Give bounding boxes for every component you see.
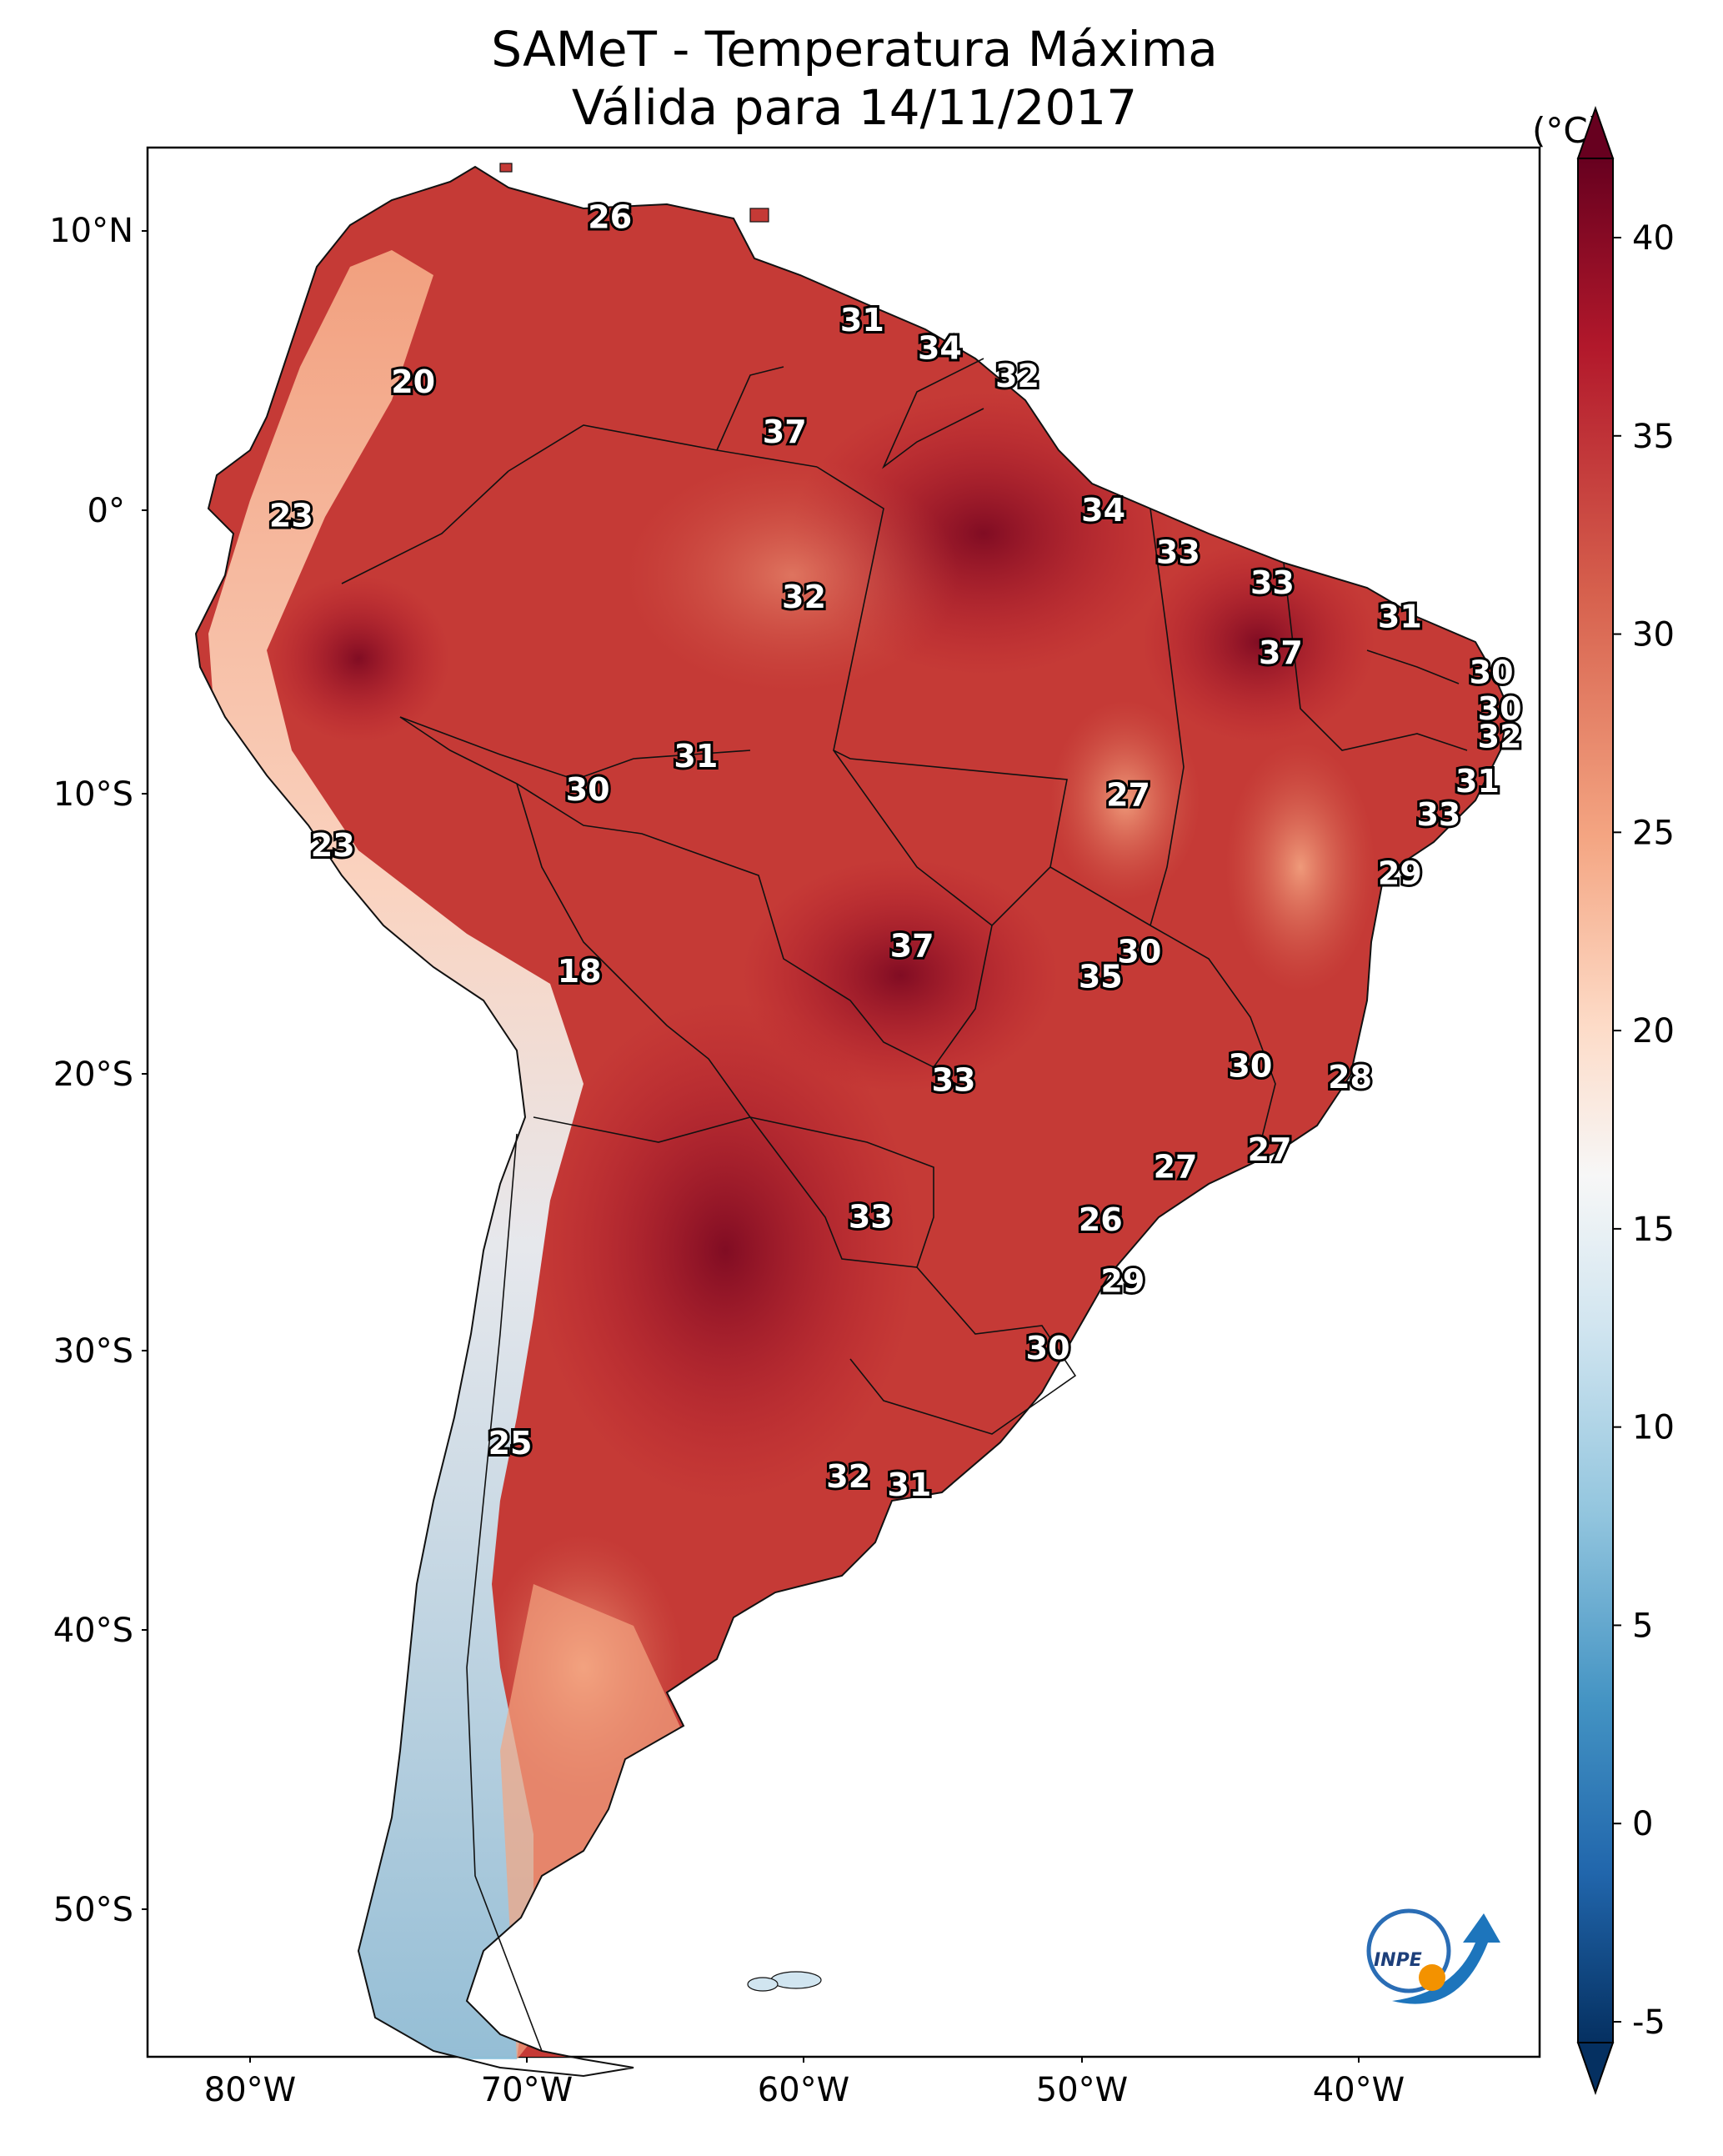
longitude-axis: 80°W 70°W 60°W 50°W 40°W (204, 2057, 1405, 2109)
map-title-line2: Válida para 14/11/2017 (571, 79, 1138, 136)
lat-tick-50s: 50°S (53, 1891, 148, 1929)
station-label: 31 (674, 738, 718, 775)
islands (499, 163, 822, 1992)
station-label: 30 (1228, 1048, 1272, 1085)
station-label: 30 (1026, 1330, 1070, 1366)
colorbar: 40 35 30 25 20 15 10 5 0 -5 (1576, 105, 1675, 2096)
lon-tick-50w: 50°W (1036, 2057, 1128, 2109)
station-label: 35 (1079, 958, 1123, 995)
lon-label-80w: 80°W (204, 2071, 296, 2109)
station-label: 30 (566, 771, 610, 808)
lat-label-0: 0° (88, 492, 125, 530)
lat-label-30s: 30°S (53, 1332, 133, 1371)
logo-text: INPE (1374, 1950, 1422, 1971)
station-label: 27 (1248, 1131, 1292, 1168)
lat-label-10s: 10°S (53, 775, 133, 814)
logo-arrow-icon (1392, 1913, 1500, 2004)
station-label: 18 (558, 953, 602, 990)
country-borders (341, 358, 1468, 2052)
lat-label-50s: 50°S (53, 1891, 133, 1929)
lon-tick-80w: 80°W (204, 2057, 296, 2109)
logo-sun-icon (1419, 1964, 1445, 1991)
station-label: 33 (849, 1199, 893, 1236)
lat-tick-20s: 20°S (53, 1055, 148, 1094)
station-label: 33 (1416, 796, 1460, 833)
station-label: 32 (826, 1458, 870, 1495)
lat-tick-40s: 40°S (53, 1612, 148, 1650)
station-label: 30 (1470, 654, 1514, 690)
lon-label-70w: 70°W (481, 2071, 573, 2109)
station-label: 27 (1154, 1148, 1198, 1185)
station-label: 29 (1100, 1263, 1144, 1300)
colorbar-tick-label: 35 (1632, 418, 1675, 456)
colorbar-tick-label: 10 (1632, 1409, 1675, 1447)
station-label: 31 (840, 302, 884, 338)
inpe-logo: INPE (1366, 1908, 1500, 2004)
station-label: 20 (391, 364, 435, 400)
station-label: 31 (1455, 763, 1500, 800)
station-label: 27 (1106, 777, 1150, 814)
logo-orbit-icon (1366, 1908, 1451, 1993)
station-label: 34 (1081, 492, 1125, 529)
lon-label-40w: 40°W (1313, 2071, 1405, 2109)
station-label: 33 (932, 1061, 976, 1098)
station-label: 34 (918, 330, 962, 367)
station-label: 37 (1259, 634, 1303, 671)
station-label: 25 (488, 1425, 533, 1462)
station-label: 33 (1156, 534, 1200, 570)
station-label: 32 (995, 358, 1039, 394)
lon-tick-70w: 70°W (481, 2057, 573, 2109)
station-label: 32 (782, 579, 826, 615)
lat-tick-10s: 10°S (53, 775, 148, 814)
lat-tick-10n: 10°N (49, 212, 148, 250)
colorbar-ticks: 40 35 30 25 20 15 10 5 0 -5 (1613, 219, 1675, 2042)
colorbar-tick-label: 15 (1632, 1211, 1675, 1249)
lat-label-20s: 20°S (53, 1055, 133, 1094)
station-label: 30 (1478, 690, 1522, 727)
lat-label-10n: 10°N (49, 212, 133, 250)
colorbar-top-extend (1576, 105, 1615, 159)
lon-label-60w: 60°W (758, 2071, 849, 2109)
lon-tick-40w: 40°W (1313, 2057, 1405, 2109)
lat-tick-0: 0° (88, 492, 148, 530)
station-label: 37 (890, 928, 934, 965)
lon-tick-60w: 60°W (758, 2057, 849, 2109)
station-label: 28 (1328, 1059, 1372, 1096)
station-label: 32 (1478, 718, 1522, 755)
colorbar-tick-label: 25 (1632, 814, 1675, 852)
map-title-line1: SAMeT - Temperatura Máxima (491, 21, 1218, 78)
colorbar-tick-label: 20 (1632, 1012, 1675, 1050)
station-label: 29 (1378, 855, 1422, 892)
station-label: 33 (1250, 564, 1295, 601)
colorbar-tick-label: -5 (1632, 2003, 1665, 2042)
station-label: 23 (269, 498, 313, 534)
station-label: 26 (588, 198, 632, 235)
colorbar-tick-label: 40 (1632, 219, 1675, 258)
station-label: 31 (887, 1467, 931, 1503)
colorbar-bottom-extend (1576, 2042, 1615, 2096)
latitude-axis: 10°N 0° 10°S 20°S 30°S 40°S 50°S (49, 212, 148, 1929)
lat-label-40s: 40°S (53, 1612, 133, 1650)
station-label: 31 (1378, 598, 1422, 634)
station-label: 26 (1079, 1201, 1123, 1238)
colorbar-tick-label: 0 (1632, 1805, 1653, 1843)
colorbar-gradient (1577, 158, 1614, 2043)
lon-label-50w: 50°W (1036, 2071, 1128, 2109)
colorbar-tick-label: 5 (1632, 1607, 1653, 1645)
lat-tick-30s: 30°S (53, 1332, 148, 1371)
station-label: 23 (311, 827, 355, 864)
station-label: 37 (763, 414, 807, 450)
station-label: 30 (1117, 933, 1161, 970)
colorbar-tick-label: 30 (1632, 616, 1675, 654)
